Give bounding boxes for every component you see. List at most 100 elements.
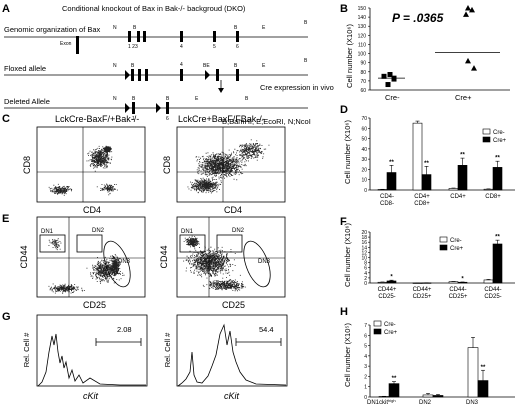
panel-c-right-xlabel: CD4 bbox=[224, 205, 242, 215]
bar-ytick-label: 10 bbox=[361, 256, 367, 262]
bar-cre-pos bbox=[477, 380, 489, 398]
genomic-exon-nums: 1 23 bbox=[128, 44, 138, 50]
bar-cre-neg bbox=[412, 122, 423, 191]
bar-ytick-label: 0 bbox=[364, 188, 367, 194]
panel-c-title-left: LckCre-BaxF/+Bak-/- bbox=[55, 114, 139, 124]
site-e-2: E bbox=[262, 63, 266, 69]
panel-g-left-ylabel: Rel. Cell # bbox=[22, 332, 31, 367]
panel-c-label: C bbox=[2, 113, 10, 125]
panel-h-cat-dn3: DN3 bbox=[466, 400, 479, 406]
histogram-left bbox=[37, 333, 146, 387]
dn2-gate-right bbox=[216, 234, 243, 253]
bar-cre-neg bbox=[377, 281, 388, 284]
panel-b-ytick-label: 60 bbox=[360, 88, 366, 94]
panel-h-cat-dn2: DN2 bbox=[419, 400, 432, 406]
dn2-label-right: DN2 bbox=[232, 228, 245, 234]
flow-cytometry-dots bbox=[187, 139, 270, 194]
site-b-5: B bbox=[234, 63, 238, 69]
site-b-1: B bbox=[133, 25, 137, 31]
flow-cytometry-dots bbox=[48, 238, 125, 294]
significance-marker: * bbox=[461, 276, 464, 282]
cre-pos-point bbox=[469, 6, 475, 13]
floxed-exon-4 bbox=[180, 69, 183, 81]
panel-b-ytick-label: 90 bbox=[360, 61, 366, 67]
cre-neg-point bbox=[381, 73, 387, 79]
panel-g-left-frame bbox=[36, 314, 148, 387]
panel-e: E DN1 DN2 DN3 DN1 DN2 DN3 CD44 CD44 CD25… bbox=[2, 213, 286, 310]
category-label: CD25+ bbox=[413, 294, 432, 300]
panel-h-label: H bbox=[340, 306, 348, 318]
panel-h-cat-dn1: DN1ckithigh bbox=[367, 398, 396, 406]
site-e-3: E bbox=[195, 96, 199, 102]
bar-cre-pos bbox=[432, 395, 444, 398]
category-label: CD8+ bbox=[485, 194, 501, 200]
genomic-exon-5 bbox=[213, 31, 216, 42]
category-label: CD25- bbox=[484, 294, 501, 300]
bar-cre-pos bbox=[386, 172, 397, 191]
legend-label: Cre- bbox=[384, 322, 396, 328]
bar-ytick-label: 3 bbox=[364, 364, 367, 370]
exon-label: Exon bbox=[60, 41, 72, 47]
site-b-6: B bbox=[304, 58, 308, 64]
site-b-3: B bbox=[304, 20, 308, 26]
panel-c-left-ylabel: CD8 bbox=[22, 156, 32, 174]
bar-ytick-label: 0 bbox=[364, 281, 367, 287]
panel-a-title: Conditional knockout of Bax in Bak-/- ba… bbox=[62, 4, 246, 13]
panel-b-cat-cre-neg: Cre- bbox=[385, 93, 400, 102]
p-value: P = .0365 bbox=[392, 11, 444, 25]
bar-ytick-label: 50 bbox=[361, 137, 367, 143]
panel-g-label: G bbox=[2, 311, 11, 323]
panel-c-left-frame bbox=[36, 126, 146, 203]
legend-swatch bbox=[373, 320, 382, 327]
significance-marker: ** bbox=[424, 161, 429, 167]
category-label: CD8- bbox=[380, 201, 394, 207]
panel-b-ytick-label: 70 bbox=[360, 79, 366, 85]
significance-marker: ** bbox=[481, 365, 486, 371]
flow-cytometry-dots bbox=[183, 235, 246, 292]
dn1-gate-right bbox=[179, 234, 206, 253]
panel-f-ylabel: Cell number (X10⁶) bbox=[343, 223, 352, 287]
site-n-1: N bbox=[113, 25, 117, 31]
panel-e-left-xlabel: CD25 bbox=[83, 300, 106, 310]
panel-b-cat-cre-pos: Cre+ bbox=[455, 93, 472, 102]
deleted-row-label: Deleted Allele bbox=[4, 97, 50, 106]
exon-marker bbox=[76, 36, 79, 54]
site-b-4: B bbox=[131, 63, 135, 69]
bar-cre-neg bbox=[448, 281, 459, 284]
panel-b-label: B bbox=[340, 3, 348, 15]
bar-ytick-label: 14 bbox=[361, 245, 367, 251]
deleted-exon-6-label: 6 bbox=[166, 116, 169, 122]
cre-pos-point bbox=[463, 11, 469, 17]
category-label: CD4+ bbox=[450, 194, 466, 200]
genomic-exon-1 bbox=[128, 31, 131, 42]
genomic-exon-4-label: 4 bbox=[180, 44, 183, 50]
dn1-gate-left bbox=[39, 234, 66, 253]
legend-swatch bbox=[373, 328, 382, 335]
cre-text: Cre expression in vivo bbox=[260, 83, 334, 92]
deleted-exon-1-label: 1 bbox=[132, 116, 135, 122]
floxed-exon-4-label: 4 bbox=[180, 62, 183, 68]
flow-cytometry-dots bbox=[48, 145, 118, 196]
panel-c-left-xlabel: CD4 bbox=[83, 205, 101, 215]
bar-ytick-label: 2 bbox=[364, 276, 367, 282]
loxp-1 bbox=[125, 70, 130, 80]
bar-ytick-label: 1 bbox=[364, 385, 367, 391]
bar-cre-pos bbox=[421, 174, 432, 191]
dn2-gate-left bbox=[76, 234, 103, 253]
panel-e-label: E bbox=[2, 213, 9, 225]
category-label: CD4+ bbox=[414, 194, 430, 200]
significance-marker: * bbox=[390, 275, 393, 281]
dn3-gate-left bbox=[103, 240, 131, 288]
floxed-exon-1 bbox=[131, 69, 134, 81]
significance-marker: ** bbox=[495, 235, 500, 241]
significance-marker: ** bbox=[460, 153, 465, 159]
category-label: CD8+ bbox=[414, 201, 430, 207]
floxed-exon-5 bbox=[216, 69, 219, 81]
dn1-label-right: DN1 bbox=[181, 229, 194, 235]
legend-label: Cre- bbox=[450, 238, 462, 244]
genomic-exon-6 bbox=[236, 31, 239, 42]
panel-b-ytick-label: 110 bbox=[358, 42, 366, 48]
bar-ytick-label: 30 bbox=[361, 157, 367, 163]
site-b-9: B bbox=[245, 96, 249, 102]
